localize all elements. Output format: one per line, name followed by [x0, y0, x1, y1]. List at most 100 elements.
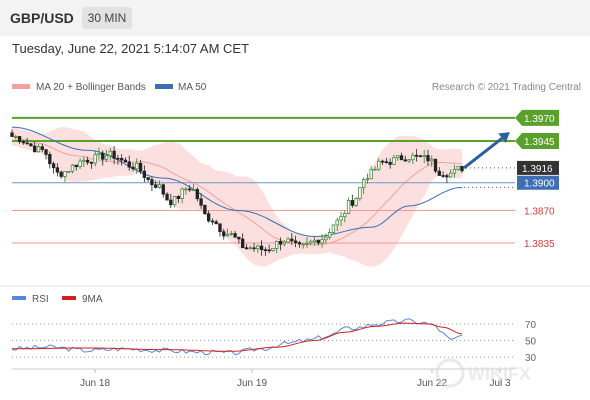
- candle-body: [142, 170, 147, 178]
- candle-body: [229, 233, 233, 235]
- candle-body: [146, 177, 150, 180]
- candle-body: [55, 167, 60, 173]
- candle-body: [195, 189, 199, 200]
- level-label-box: [517, 160, 559, 175]
- candle-body: [78, 160, 82, 168]
- x-tick-label: Jun 18: [80, 378, 110, 389]
- candle-body: [161, 184, 165, 195]
- level-label-box: [515, 133, 559, 150]
- candle-body: [290, 238, 294, 242]
- rsi-tick-label: 70: [525, 320, 537, 331]
- candle-body: [203, 204, 207, 215]
- candle-body: [286, 238, 290, 243]
- candle-body: [373, 168, 377, 171]
- legend-rsi: RSI: [32, 294, 49, 305]
- watermark-text: WIKIFX: [468, 364, 531, 384]
- candle-body: [112, 150, 116, 159]
- candle-body: [101, 152, 105, 160]
- candle-body: [350, 200, 354, 206]
- legend-swatch-rsi: [12, 296, 26, 300]
- candle-body: [256, 245, 260, 250]
- candle-body: [426, 155, 430, 162]
- candle-body: [448, 172, 453, 178]
- candle-body: [460, 166, 464, 172]
- candle-body: [44, 149, 48, 155]
- candle-body: [214, 221, 218, 225]
- candle-body: [82, 159, 86, 162]
- candle-body: [165, 193, 169, 201]
- candle-body: [335, 219, 339, 226]
- timestamp: Tuesday, June 22, 2021 5:14:07 AM CET: [12, 41, 250, 56]
- x-axis-ticks: Jun 18 Jun 19 Jun 22 Jul 3: [80, 369, 511, 389]
- candle-body: [324, 236, 328, 241]
- currency-pair: GBP/USD: [10, 10, 74, 26]
- candles: [10, 129, 464, 257]
- candle-body: [407, 159, 411, 162]
- candle-body: [157, 184, 162, 188]
- candle-body: [116, 157, 120, 160]
- level-label: 1.3900: [524, 179, 555, 190]
- price-levels: [12, 116, 515, 244]
- watermark: WIKIFX: [435, 358, 531, 388]
- ma50-path: [11, 126, 463, 238]
- candle-body: [51, 163, 56, 169]
- candle-body: [138, 162, 143, 172]
- candle-body: [74, 164, 78, 168]
- candle-body: [241, 238, 245, 249]
- candle-body: [120, 158, 124, 161]
- candle-body: [358, 187, 362, 199]
- candle-body: [422, 155, 426, 158]
- candle-body: [275, 240, 279, 249]
- candle-body: [218, 223, 222, 233]
- level-label: 1.3870: [524, 207, 555, 218]
- candle-body: [456, 166, 460, 170]
- candle-body: [445, 175, 449, 178]
- rsi-panel: 30 50 70: [11, 318, 537, 364]
- candle-body: [320, 239, 324, 244]
- candle-body: [188, 188, 192, 191]
- level-labels: 1.3970 1.3945 1.3916 1.3900 1.3870 1.3835: [515, 109, 559, 250]
- candle-body: [365, 178, 370, 181]
- watermark-logo-icon: [435, 358, 465, 388]
- candle-body: [199, 198, 203, 206]
- forecast-arrow-shaft: [463, 137, 503, 170]
- candle-body: [131, 166, 135, 170]
- candle-body: [452, 168, 457, 174]
- candle-body: [346, 200, 351, 214]
- candle-body: [40, 146, 44, 150]
- candle-body: [377, 160, 381, 170]
- timeframe-badge[interactable]: 30 MIN: [82, 7, 132, 29]
- rsi-9ma-line: [12, 322, 463, 352]
- rsi-line: [11, 318, 463, 356]
- candle-body: [70, 164, 75, 172]
- candle-body: [433, 158, 438, 172]
- candle-body: [67, 171, 71, 173]
- candle-body: [331, 224, 336, 233]
- candle-body: [316, 239, 320, 244]
- candle-body: [278, 240, 283, 245]
- candle-body: [244, 247, 249, 250]
- candle-body: [59, 171, 63, 177]
- candle-body: [222, 231, 226, 237]
- candle-body: [176, 196, 181, 199]
- forecast-arrow: [463, 132, 510, 170]
- candle-body: [180, 188, 184, 199]
- candle-body: [150, 179, 154, 186]
- ma50-line: [11, 126, 515, 238]
- ma20-line: [12, 136, 463, 246]
- bollinger-band-area: [12, 127, 462, 267]
- x-tick-label: Jul 3: [489, 378, 511, 389]
- candle-body: [399, 155, 404, 161]
- candle-body: [388, 161, 392, 165]
- candle-body: [127, 161, 131, 168]
- candle-body: [63, 171, 67, 177]
- candle-body: [237, 236, 241, 240]
- candle-body: [437, 170, 441, 176]
- legend-swatch-ma20: [12, 84, 30, 89]
- bollinger-bands: [12, 127, 463, 267]
- x-tick-label: Jun 22: [417, 378, 447, 389]
- candle-body: [414, 154, 419, 157]
- candle-body: [403, 159, 407, 162]
- candle-body: [123, 159, 128, 163]
